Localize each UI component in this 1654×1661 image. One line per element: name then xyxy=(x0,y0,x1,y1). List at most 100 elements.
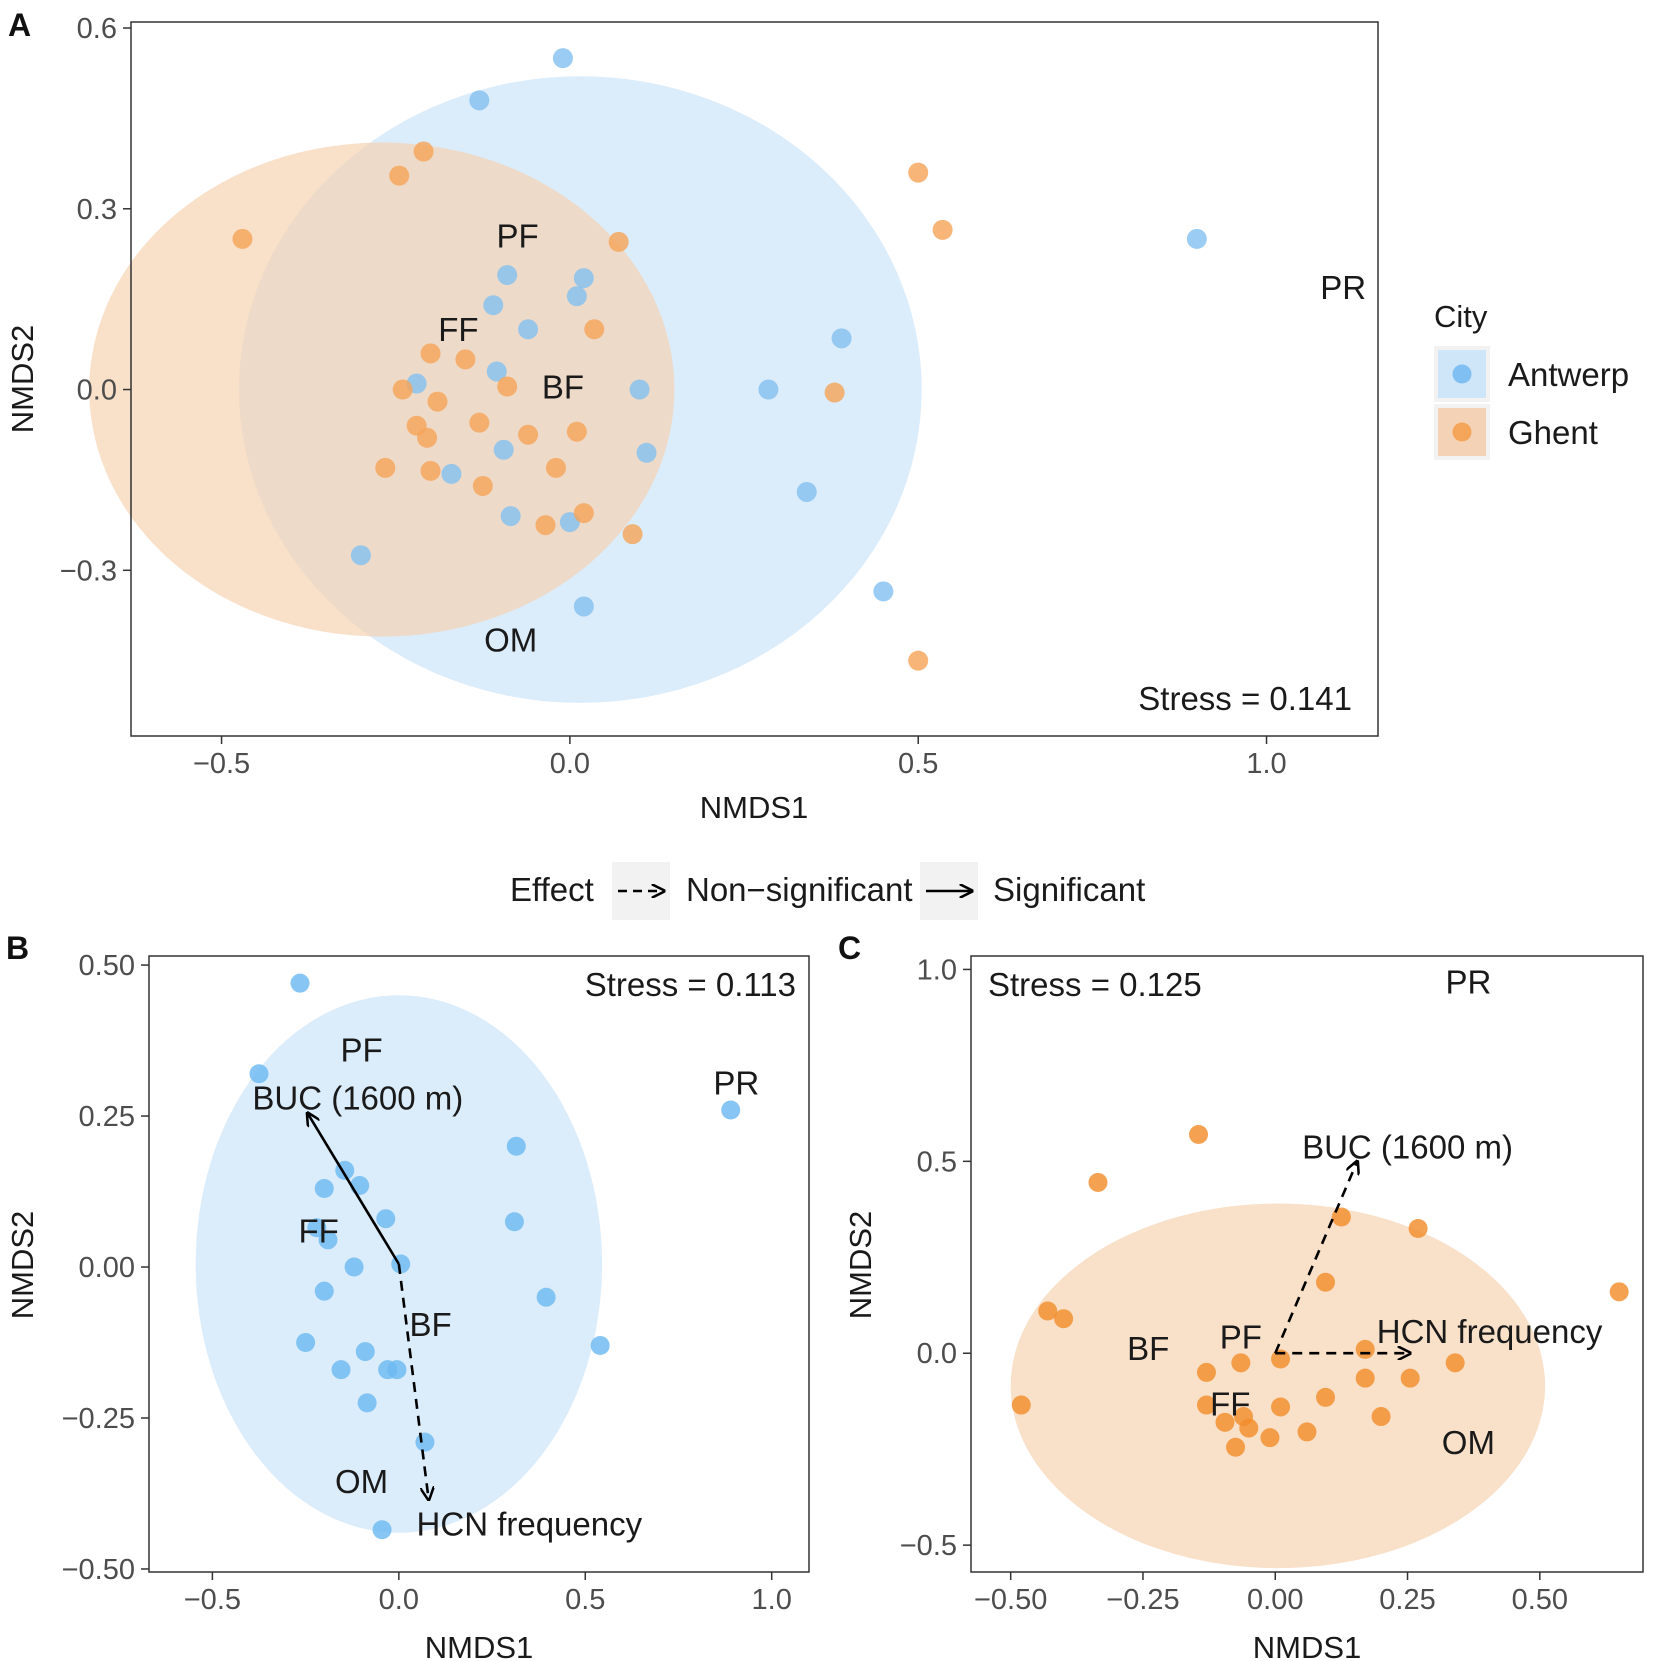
panel-c-border xyxy=(970,955,1644,1573)
panel-c-point-ghent xyxy=(1371,1407,1391,1427)
panel-a-point-ghent xyxy=(908,162,929,183)
panel-c-point-ghent xyxy=(1400,1368,1420,1388)
panel-b-point-antwerp xyxy=(314,1281,334,1301)
panel-b-annotation: BUC (1600 m) xyxy=(252,1080,463,1117)
panel-a-point-antwerp xyxy=(573,268,594,289)
panel-a-point-ghent xyxy=(824,382,845,403)
panel-c-point-ghent xyxy=(1196,1395,1216,1415)
panel-c-y-tick-label: 0.0 xyxy=(917,1338,957,1370)
panel-a-border xyxy=(130,21,1379,737)
panel-c: PR BUC (1600 m) HCN frequency BF PF FF OM −0.5… xyxy=(843,954,1644,1661)
panel-b-y-axis-title: NMDS2 xyxy=(5,1211,40,1320)
panel-a-point-ghent xyxy=(420,460,441,481)
panel-a-x-axis-title: NMDS1 xyxy=(700,790,809,825)
panel-c-point-ghent xyxy=(1297,1422,1317,1442)
panel-b: PF BUC (1600 m) FF BF OM HCN frequency PR −0.5… xyxy=(5,950,810,1661)
panel-b-annotation: PF xyxy=(340,1031,382,1068)
panel-c-ellipse-ghent xyxy=(1010,1203,1546,1569)
panel-a-point-ghent xyxy=(518,424,539,445)
panel-c-y-tick-label: −0.5 xyxy=(900,1530,957,1562)
panel-b-point-antwerp xyxy=(536,1287,556,1307)
panel-a-y-tick-label: −0.3 xyxy=(60,555,117,587)
panel-a-point-antwerp xyxy=(758,379,779,400)
panel-b-point-antwerp xyxy=(590,1336,610,1356)
panel-c-point-ghent xyxy=(1196,1362,1216,1382)
panel-b-point-antwerp xyxy=(318,1230,338,1250)
legend-label-ghent: Ghent xyxy=(1508,414,1598,451)
panel-a-y-tick-label: 0.6 xyxy=(77,13,117,45)
effect-label-nonsig: Non−significant xyxy=(686,871,913,908)
panel-c-point-ghent xyxy=(1331,1207,1351,1227)
panel-label-c: C xyxy=(838,930,861,966)
legend-key-antwerp xyxy=(1452,364,1472,384)
city-legend: City Antwerp Ghent xyxy=(1434,299,1629,460)
panel-c-y-axis-title: NMDS2 xyxy=(843,1211,878,1320)
panel-c-point-ghent xyxy=(1011,1395,1031,1415)
panel-c-y-tick-label: 0.5 xyxy=(917,1146,957,1178)
panel-b-x-axis-title: NMDS1 xyxy=(425,1630,534,1661)
panel-a-point-antwerp xyxy=(1186,228,1207,249)
panel-a-x-tick-label: 1.0 xyxy=(1246,748,1286,780)
panel-a-point-antwerp xyxy=(350,545,371,566)
panel-c-x-tick-label: −0.25 xyxy=(1106,1584,1179,1616)
panel-c-point-ghent xyxy=(1215,1412,1235,1432)
panel-c-point-ghent xyxy=(1189,1124,1209,1144)
panel-a: PF FF BF OM PR −0.5 0.0 0.5 1.0 −0.3 0.0 0.3 0.6 St… xyxy=(5,13,1379,825)
panel-c-point-ghent xyxy=(1088,1172,1108,1192)
panel-b-annotation: PR xyxy=(713,1065,759,1102)
panel-a-point-ghent xyxy=(232,228,253,249)
panel-a-point-ghent xyxy=(413,141,434,162)
panel-c-point-ghent xyxy=(1226,1437,1246,1457)
panel-a-point-antwerp xyxy=(493,439,514,460)
panel-c-y-tick-label: 1.0 xyxy=(917,954,957,986)
panel-a-y-tick-label: 0.3 xyxy=(77,194,117,226)
panel-a-annotation: PR xyxy=(1320,269,1366,306)
panel-b-point-antwerp xyxy=(372,1520,392,1540)
panel-a-annotation: OM xyxy=(484,621,537,658)
panel-c-point-ghent xyxy=(1231,1353,1251,1373)
panel-a-y-tick-label: 0.0 xyxy=(77,375,117,407)
panel-a-ellipse-ghent xyxy=(89,142,675,637)
panel-a-y-axis-title: NMDS2 xyxy=(5,325,40,434)
panel-a-point-antwerp xyxy=(873,581,894,602)
panel-a-point-antwerp xyxy=(441,463,462,484)
panel-a-point-antwerp xyxy=(500,506,521,527)
panel-a-point-antwerp xyxy=(486,361,507,382)
panel-c-annotation: HCN frequency xyxy=(1377,1313,1603,1350)
panel-b-arrow-buc xyxy=(307,1113,400,1265)
panel-a-annotation: PF xyxy=(497,218,539,255)
panel-a-x-tick-label: −0.5 xyxy=(193,748,250,780)
panel-b-point-antwerp xyxy=(350,1175,370,1195)
panel-c-annotation: PF xyxy=(1220,1319,1262,1356)
panel-b-x-tick-label: 0.5 xyxy=(565,1584,605,1616)
legend-key-ghent xyxy=(1452,422,1472,442)
panel-a-point-ghent xyxy=(932,219,953,240)
panel-b-point-antwerp xyxy=(307,1218,327,1238)
panel-a-point-antwerp xyxy=(566,286,587,307)
panel-a-point-ghent xyxy=(417,427,438,448)
panel-b-point-antwerp xyxy=(504,1212,524,1232)
panel-a-point-antwerp xyxy=(629,379,650,400)
panel-c-point-ghent xyxy=(1316,1387,1336,1407)
panel-b-border xyxy=(148,955,810,1573)
panel-c-point-ghent xyxy=(1355,1339,1375,1359)
panel-b-x-tick-label: −0.5 xyxy=(184,1584,241,1616)
panel-a-point-antwerp xyxy=(552,48,573,69)
panel-c-point-ghent xyxy=(1239,1418,1259,1438)
panel-c-point-ghent xyxy=(1260,1428,1280,1448)
panel-b-point-antwerp xyxy=(355,1342,375,1362)
panel-b-point-antwerp xyxy=(249,1064,269,1084)
panel-a-point-ghent xyxy=(472,475,493,496)
panel-b-annotation: OM xyxy=(335,1463,388,1500)
panel-a-point-ghent xyxy=(608,231,629,252)
panel-a-point-antwerp xyxy=(636,442,657,463)
panel-b-y-tick-label: 0.50 xyxy=(79,950,135,982)
panel-c-point-ghent xyxy=(1316,1272,1336,1292)
panel-b-point-antwerp xyxy=(331,1360,351,1380)
panel-a-x-tick-label: 0.0 xyxy=(550,748,590,780)
effect-label-sig: Significant xyxy=(993,871,1145,908)
panel-a-point-ghent xyxy=(545,457,566,478)
panel-a-annotation: FF xyxy=(438,311,478,348)
panel-c-point-ghent xyxy=(1445,1353,1465,1373)
